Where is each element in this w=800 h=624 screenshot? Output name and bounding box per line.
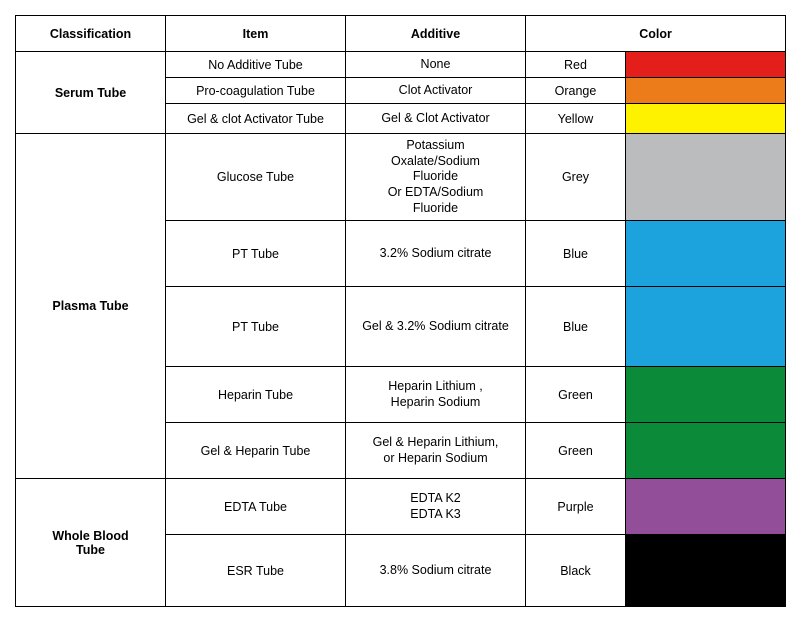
additive-cell: None	[346, 52, 526, 78]
item-cell: Gel & Heparin Tube	[166, 423, 346, 479]
additive-cell: PotassiumOxalate/SodiumFluorideOr EDTA/S…	[346, 134, 526, 221]
table-body: Serum TubeNo Additive TubeNoneRedPro-coa…	[16, 52, 786, 607]
tube-table-wrapper: Classification Item Additive Color Serum…	[15, 15, 785, 607]
item-cell: No Additive Tube	[166, 52, 346, 78]
color-swatch-cell	[626, 134, 786, 221]
color-name-cell: Black	[526, 535, 626, 607]
col-color: Color	[526, 16, 786, 52]
classification-cell: Serum Tube	[16, 52, 166, 134]
color-swatch-cell	[626, 367, 786, 423]
item-cell: EDTA Tube	[166, 479, 346, 535]
additive-cell: Gel & Clot Activator	[346, 104, 526, 134]
item-cell: PT Tube	[166, 287, 346, 367]
col-item: Item	[166, 16, 346, 52]
item-cell: Gel & clot Activator Tube	[166, 104, 346, 134]
tube-classification-table: Classification Item Additive Color Serum…	[15, 15, 786, 607]
item-cell: Glucose Tube	[166, 134, 346, 221]
color-name-cell: Orange	[526, 78, 626, 104]
item-cell: Pro-coagulation Tube	[166, 78, 346, 104]
additive-cell: EDTA K2EDTA K3	[346, 479, 526, 535]
color-swatch-cell	[626, 52, 786, 78]
color-name-cell: Yellow	[526, 104, 626, 134]
color-swatch-cell	[626, 287, 786, 367]
additive-cell: 3.8% Sodium citrate	[346, 535, 526, 607]
color-swatch-cell	[626, 78, 786, 104]
table-row: Plasma TubeGlucose TubePotassiumOxalate/…	[16, 134, 786, 221]
col-classification: Classification	[16, 16, 166, 52]
color-swatch-cell	[626, 423, 786, 479]
additive-cell: 3.2% Sodium citrate	[346, 221, 526, 287]
color-name-cell: Blue	[526, 287, 626, 367]
col-additive: Additive	[346, 16, 526, 52]
additive-cell: Gel & Heparin Lithium,or Heparin Sodium	[346, 423, 526, 479]
table-row: Serum TubeNo Additive TubeNoneRed	[16, 52, 786, 78]
color-name-cell: Blue	[526, 221, 626, 287]
color-swatch-cell	[626, 479, 786, 535]
color-swatch-cell	[626, 104, 786, 134]
classification-cell: Whole BloodTube	[16, 479, 166, 607]
color-name-cell: Green	[526, 423, 626, 479]
color-name-cell: Red	[526, 52, 626, 78]
item-cell: PT Tube	[166, 221, 346, 287]
additive-cell: Heparin Lithium ,Heparin Sodium	[346, 367, 526, 423]
item-cell: Heparin Tube	[166, 367, 346, 423]
color-name-cell: Purple	[526, 479, 626, 535]
table-header-row: Classification Item Additive Color	[16, 16, 786, 52]
additive-cell: Clot Activator	[346, 78, 526, 104]
classification-cell: Plasma Tube	[16, 134, 166, 479]
color-swatch-cell	[626, 535, 786, 607]
additive-cell: Gel & 3.2% Sodium citrate	[346, 287, 526, 367]
color-name-cell: Grey	[526, 134, 626, 221]
item-cell: ESR Tube	[166, 535, 346, 607]
table-row: Whole BloodTubeEDTA TubeEDTA K2EDTA K3Pu…	[16, 479, 786, 535]
color-swatch-cell	[626, 221, 786, 287]
color-name-cell: Green	[526, 367, 626, 423]
